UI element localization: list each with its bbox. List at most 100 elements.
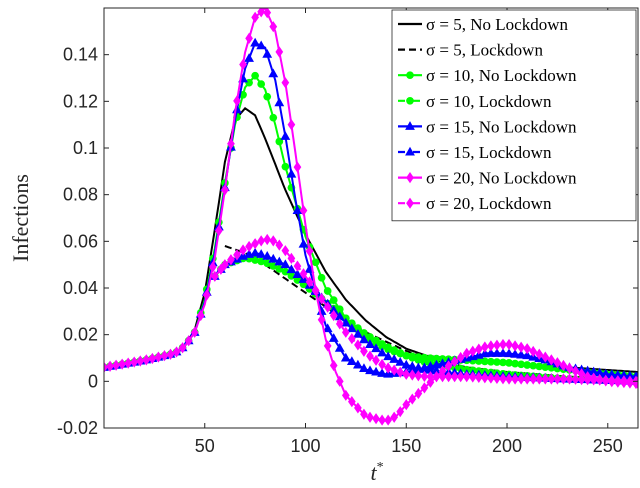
data-point [334,311,345,321]
legend-item: σ = 10, No Lockdown [398,66,577,85]
data-point [535,373,544,385]
data-point [511,340,519,352]
data-point [340,352,351,362]
data-point [257,235,266,247]
data-point [487,357,495,366]
data-point [263,233,272,246]
data-point [275,46,284,58]
data-point [582,365,593,375]
data-point [456,371,465,383]
data-point [522,350,533,360]
data-point [618,370,629,380]
legend-label: σ = 15, No Lockdown [426,117,577,136]
data-point [504,348,514,358]
data-point [360,329,368,337]
data-point [559,359,568,372]
legend-label: σ = 5, No Lockdown [426,15,568,34]
data-point [257,80,266,88]
data-point [323,301,332,313]
data-point [588,366,599,376]
data-point [202,289,211,301]
data-point [535,362,544,371]
data-point [250,247,261,257]
data-point [104,361,108,373]
data-point [334,342,345,352]
data-point [541,373,550,385]
data-point [372,354,380,366]
data-point [335,375,344,387]
data-point [547,363,556,372]
data-point [432,371,441,383]
data-point [269,235,278,247]
data-point [281,77,290,89]
data-point [341,326,350,338]
data-point [444,371,453,383]
data-point [462,347,471,359]
data-point [420,370,429,383]
data-point [407,361,418,370]
data-point [292,205,303,215]
data-point [348,396,356,408]
x-tick-label: 200 [492,436,522,456]
data-point [547,373,556,385]
data-point [425,364,436,374]
data-point [269,113,278,122]
data-point [468,371,477,383]
data-point [396,349,405,357]
data-point [389,354,400,363]
data-point [262,251,273,260]
data-point [160,350,169,362]
data-point [274,256,285,266]
data-point [346,323,357,333]
legend-label: σ = 10, No Lockdown [426,66,577,85]
data-point [221,184,229,196]
data-point [606,369,617,379]
data-point [510,349,520,358]
data-point [354,339,362,351]
x-tick-label: 100 [290,436,320,456]
y-axis-title: Infections [8,174,33,262]
data-point [287,119,296,131]
data-point [353,359,363,369]
data-point [414,370,423,382]
data-point [493,372,501,385]
data-point [215,225,223,237]
data-point [323,287,332,295]
data-point [420,358,429,366]
data-point [366,333,374,341]
data-point [505,373,513,385]
data-point [420,382,429,394]
legend-item: σ = 20, Lockdown [398,194,552,213]
data-point [583,374,592,386]
y-tick-label: 0.08 [63,185,98,205]
data-point [541,351,550,363]
data-point [426,371,435,383]
data-point [221,259,229,271]
data-point [298,238,309,248]
data-point [359,363,369,372]
y-tick-label: -0.02 [57,418,98,438]
data-point [499,373,507,385]
legend-box [391,9,637,222]
data-point [269,21,278,33]
data-point [328,333,339,342]
data-point [612,369,623,379]
data-point [148,352,157,365]
data-point [481,357,489,366]
data-point [360,345,368,357]
data-point [245,78,253,87]
data-point [378,414,386,426]
data-point [432,354,441,363]
data-point [251,71,259,80]
data-point [311,284,320,296]
data-point [365,365,375,375]
data-point [474,343,483,355]
data-point [341,389,350,401]
data-point [354,402,362,414]
data-point [329,296,338,304]
data-point [106,360,114,372]
data-point [613,375,622,387]
data-point [378,340,386,348]
data-point [178,342,187,354]
data-point [413,362,424,372]
